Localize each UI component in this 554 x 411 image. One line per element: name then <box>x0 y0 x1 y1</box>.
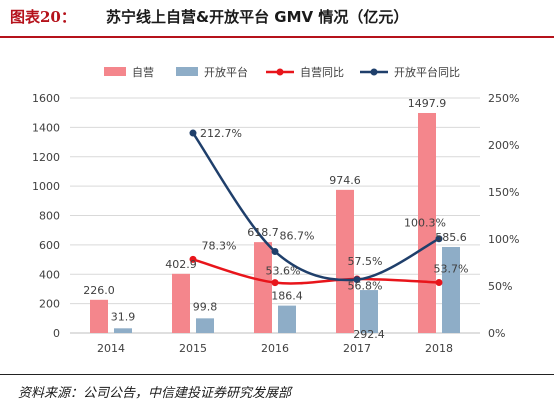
bar-open-label: 31.9 <box>111 310 136 323</box>
figure-label: 图表20： <box>10 8 76 26</box>
y-right-tick-label: 200% <box>488 139 519 152</box>
bar-open <box>278 305 296 333</box>
bar-self-label: 1497.9 <box>408 97 447 110</box>
y-right-tick-label: 250% <box>488 92 519 105</box>
gmv-chart: 0 200 400 600 800 1000 1200 1400 1600 0% 50% 100% 15… <box>32 65 519 355</box>
y-left-tick-label: 0 <box>53 327 60 340</box>
y-left-tick-label: 800 <box>39 210 60 223</box>
source-divider <box>0 374 554 375</box>
bar-self-label: 402.9 <box>165 258 197 271</box>
point-open-yoy <box>189 129 197 137</box>
x-tick-label: 2015 <box>179 342 207 355</box>
x-tick-label: 2017 <box>343 342 371 355</box>
point-self-yoy <box>435 279 443 287</box>
legend-marker <box>276 68 284 76</box>
line-self-label: 78.3% <box>202 239 237 252</box>
legend-swatch <box>104 67 126 76</box>
y-right-tick-label: 0% <box>488 327 505 340</box>
x-tick-label: 2014 <box>97 342 125 355</box>
y-left-tick-label: 1600 <box>32 92 60 105</box>
source-note: 资料来源：公司公告，中信建投证券研究发展部 <box>18 386 292 401</box>
y-left-tick-label: 1000 <box>32 180 60 193</box>
bar-open-label: 292.4 <box>353 328 385 341</box>
y-right-tick-label: 100% <box>488 233 519 246</box>
y-right-tick-label: 150% <box>488 186 519 199</box>
bar-self <box>336 189 354 333</box>
point-open-yoy <box>353 276 361 284</box>
bar-self <box>418 112 436 333</box>
point-open-yoy <box>435 235 443 243</box>
bar-open-label: 585.6 <box>435 231 467 244</box>
y-left-tick-label: 1400 <box>32 121 60 134</box>
x-tick-label: 2016 <box>261 342 289 355</box>
bar-self-label: 974.6 <box>329 174 361 187</box>
bar-open <box>196 318 214 333</box>
line-self-label: 53.7% <box>434 263 469 276</box>
bar-open-label: 186.4 <box>271 290 303 303</box>
legend-label: 开放平台 <box>204 65 248 79</box>
legend-label: 开放平台同比 <box>394 65 460 79</box>
legend-label: 自营 <box>132 65 154 79</box>
figure-title: 苏宁线上自营&开放平台 GMV 情况（亿元） <box>106 8 409 26</box>
point-self-yoy <box>189 255 197 263</box>
line-open-yoy <box>191 132 440 282</box>
figure-title-bar: 图表20： 苏宁线上自营&开放平台 GMV 情况（亿元） <box>0 0 554 38</box>
x-tick-label: 2018 <box>425 342 453 355</box>
bar-open <box>360 290 378 333</box>
bar-open <box>442 246 460 333</box>
bar-open-label: 99.8 <box>193 300 218 313</box>
y-left-tick-label: 1200 <box>32 151 60 164</box>
bar-self-label: 618.7 <box>247 226 279 239</box>
legend-label: 自营同比 <box>300 65 344 79</box>
line-open-label: 212.7% <box>200 127 242 140</box>
line-open-label: 56.8% <box>348 280 383 293</box>
bar-self <box>172 273 190 333</box>
point-open-yoy <box>271 248 279 256</box>
bar-open <box>114 328 132 333</box>
line-self-label: 57.5% <box>348 255 383 268</box>
y-left-tick-label: 200 <box>39 298 60 311</box>
y-left-tick-label: 600 <box>39 239 60 252</box>
y-right-tick-label: 50% <box>488 280 512 293</box>
line-open-label: 100.3% <box>404 217 446 230</box>
line-self-label: 53.6% <box>266 265 301 278</box>
bar-self <box>254 242 272 333</box>
bar-self <box>90 299 108 333</box>
legend-marker <box>370 68 378 76</box>
line-self-yoy <box>192 258 440 285</box>
legend-swatch <box>176 67 198 76</box>
y-left-tick-label: 400 <box>39 268 60 281</box>
point-self-yoy <box>271 279 279 287</box>
line-open-label: 86.7% <box>280 230 315 243</box>
bar-self-label: 226.0 <box>83 284 115 297</box>
